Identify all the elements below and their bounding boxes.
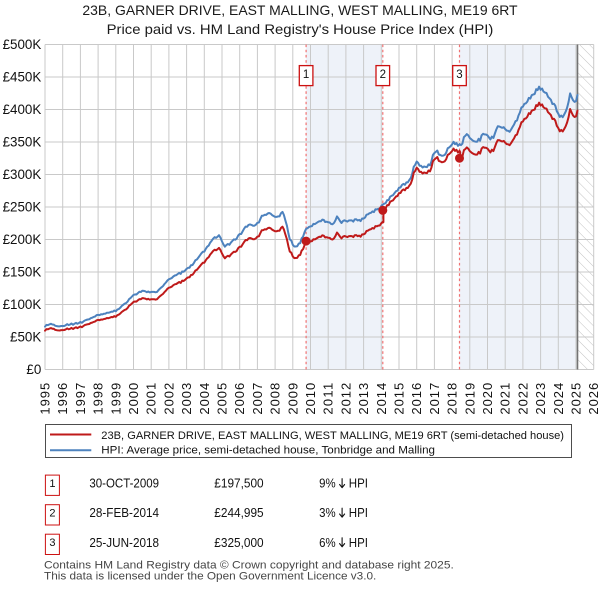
svg-text:2008: 2008: [268, 383, 283, 415]
svg-text:3%: 3%: [319, 505, 336, 520]
svg-text:3: 3: [456, 69, 462, 81]
svg-text:HPI: Average price, semi-detac: HPI: Average price, semi-detached house,…: [101, 445, 435, 457]
svg-text:£100K: £100K: [3, 297, 42, 312]
svg-text:2022: 2022: [515, 383, 530, 415]
svg-text:£350K: £350K: [3, 134, 42, 149]
svg-text:1: 1: [49, 478, 55, 490]
svg-text:2017: 2017: [427, 383, 442, 415]
svg-text:2021: 2021: [498, 383, 513, 415]
svg-text:3: 3: [49, 537, 55, 549]
svg-text:£197,500: £197,500: [214, 476, 263, 491]
svg-text:£325,000: £325,000: [214, 535, 263, 550]
svg-text:2007: 2007: [250, 383, 265, 415]
svg-text:2016: 2016: [409, 383, 424, 415]
svg-text:£500K: £500K: [3, 37, 42, 52]
svg-text:Contains HM Land Registry data: Contains HM Land Registry data © Crown c…: [44, 560, 454, 572]
svg-text:2002: 2002: [161, 383, 176, 415]
svg-text:2023: 2023: [533, 383, 548, 415]
svg-text:1999: 1999: [108, 383, 123, 415]
svg-text:9%: 9%: [319, 476, 336, 491]
svg-text:£244,995: £244,995: [214, 505, 263, 520]
svg-text:25-JUN-2018: 25-JUN-2018: [89, 535, 159, 550]
svg-text:£0: £0: [26, 362, 41, 377]
svg-text:23B, GARNER DRIVE, EAST MALLIN: 23B, GARNER DRIVE, EAST MALLING, WEST MA…: [82, 2, 518, 18]
svg-text:£300K: £300K: [3, 167, 42, 182]
svg-text:Price paid vs. HM Land Registr: Price paid vs. HM Land Registry's House …: [107, 21, 494, 37]
svg-text:HPI: HPI: [349, 476, 368, 491]
svg-text:2006: 2006: [232, 383, 247, 415]
svg-text:2: 2: [49, 508, 55, 520]
svg-text:2012: 2012: [338, 383, 353, 415]
svg-text:£400K: £400K: [3, 102, 42, 117]
svg-text:£150K: £150K: [3, 264, 42, 279]
svg-text:1997: 1997: [73, 383, 88, 415]
svg-text:£50K: £50K: [10, 329, 41, 344]
svg-text:£200K: £200K: [3, 232, 42, 247]
svg-text:2024: 2024: [551, 383, 566, 415]
svg-text:30-OCT-2009: 30-OCT-2009: [89, 476, 159, 491]
svg-text:HPI: HPI: [349, 505, 368, 520]
svg-text:2015: 2015: [392, 383, 407, 415]
svg-text:2010: 2010: [303, 383, 318, 415]
svg-text:1998: 1998: [91, 383, 106, 415]
svg-text:2018: 2018: [445, 383, 460, 415]
svg-text:1996: 1996: [55, 383, 70, 415]
svg-text:HPI: HPI: [349, 535, 368, 550]
svg-text:2001: 2001: [144, 383, 159, 415]
svg-text:28-FEB-2014: 28-FEB-2014: [89, 505, 159, 520]
svg-text:£450K: £450K: [3, 69, 42, 84]
svg-text:23B, GARNER DRIVE, EAST MALLIN: 23B, GARNER DRIVE, EAST MALLING, WEST MA…: [101, 430, 564, 442]
svg-text:2014: 2014: [374, 383, 389, 415]
svg-text:1: 1: [303, 69, 309, 81]
svg-text:2005: 2005: [215, 383, 230, 415]
svg-text:2025: 2025: [569, 383, 584, 415]
svg-text:This data is licensed under th: This data is licensed under the Open Gov…: [44, 570, 376, 582]
svg-text:6%: 6%: [319, 535, 336, 550]
svg-text:2000: 2000: [126, 383, 141, 415]
svg-text:2004: 2004: [197, 383, 212, 415]
svg-text:2020: 2020: [480, 383, 495, 415]
svg-text:2019: 2019: [462, 383, 477, 415]
svg-text:1995: 1995: [38, 383, 53, 415]
svg-text:£250K: £250K: [3, 199, 42, 214]
svg-text:2: 2: [380, 69, 386, 81]
svg-text:2009: 2009: [285, 383, 300, 415]
svg-text:2013: 2013: [356, 383, 371, 415]
svg-text:2026: 2026: [586, 383, 600, 415]
svg-text:2003: 2003: [179, 383, 194, 415]
